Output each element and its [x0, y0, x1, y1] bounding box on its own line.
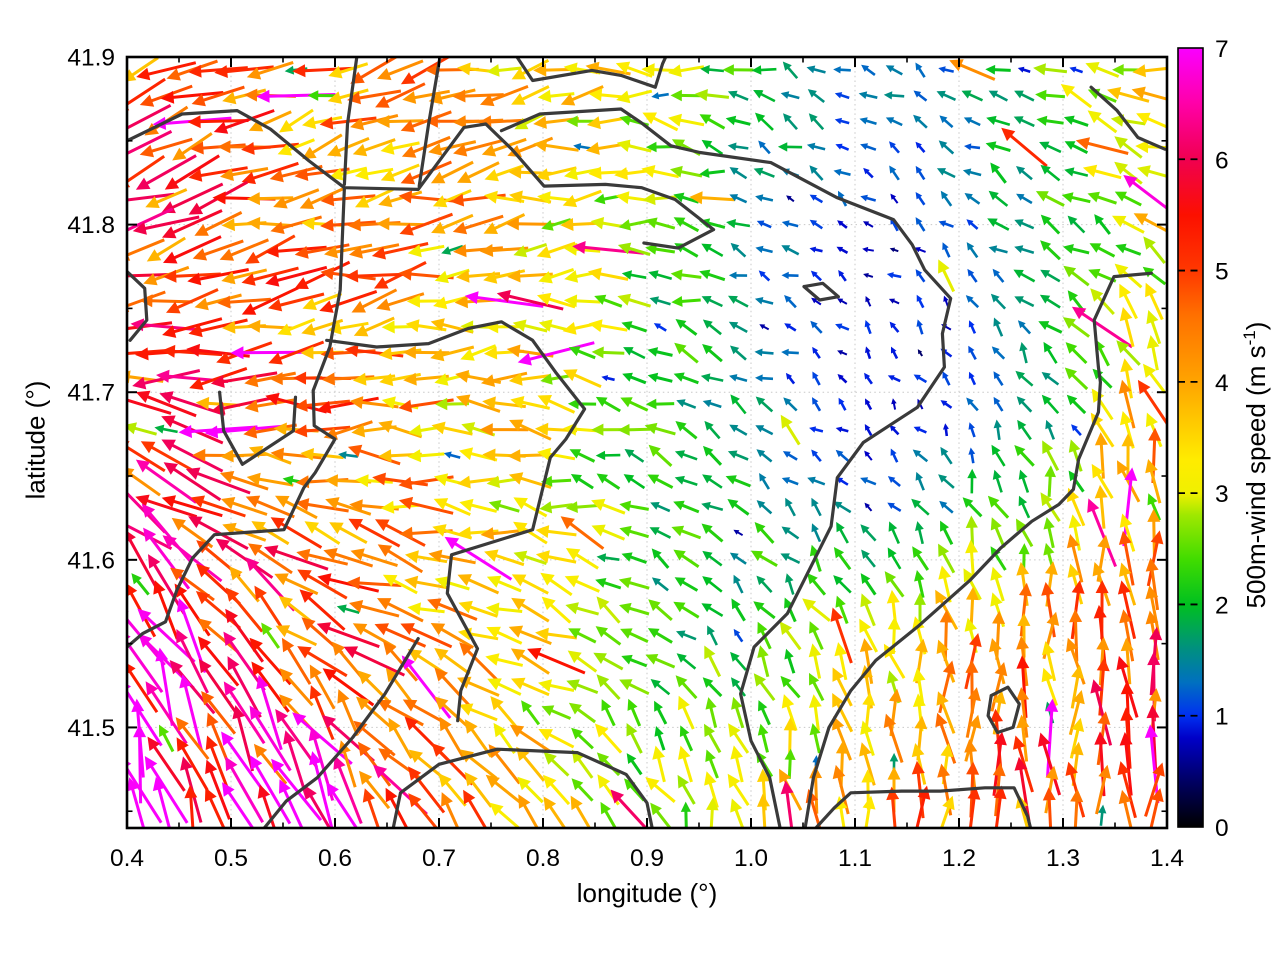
svg-text:1.4: 1.4 — [1150, 845, 1184, 872]
svg-text:2: 2 — [1215, 592, 1229, 619]
svg-text:4: 4 — [1215, 370, 1229, 397]
svg-text:41.5: 41.5 — [67, 715, 115, 742]
svg-text:0.6: 0.6 — [318, 845, 352, 872]
svg-text:0.5: 0.5 — [214, 845, 248, 872]
svg-text:1.1: 1.1 — [838, 845, 872, 872]
svg-text:0.4: 0.4 — [110, 845, 144, 872]
terrain-contours — [127, 57, 1167, 828]
y-tick-labels: 41.5 41.6 41.7 41.8 41.9 — [67, 45, 115, 742]
svg-text:41.7: 41.7 — [67, 380, 115, 407]
svg-text:41.6: 41.6 — [67, 547, 115, 574]
svg-text:7: 7 — [1215, 36, 1229, 63]
colorbar-label-close: ) — [1240, 321, 1271, 331]
colorbar-label-text: 500m-wind speed (m s — [1240, 345, 1271, 609]
svg-text:41.9: 41.9 — [67, 45, 115, 72]
svg-text:5: 5 — [1215, 259, 1229, 286]
wind-arrows-layer — [127, 57, 1167, 828]
svg-text:0.8: 0.8 — [526, 845, 560, 872]
svg-text:1.0: 1.0 — [734, 845, 768, 872]
svg-text:0: 0 — [1215, 815, 1229, 842]
x-axis-label: longitude (°) — [576, 878, 718, 908]
plot-border-and-ticks — [125, 55, 1169, 830]
x-tick-labels: 0.4 0.5 0.6 0.7 0.8 0.9 1.0 1.1 1.2 1.3 1.4 — [110, 845, 1184, 872]
colorbar-label-superscript: -1 — [1240, 330, 1260, 346]
svg-text:1.2: 1.2 — [942, 845, 976, 872]
colorbar-label: 500m-wind speed (m s-1) — [1240, 322, 1272, 609]
svg-text:0.9: 0.9 — [630, 845, 664, 872]
svg-text:1.3: 1.3 — [1046, 845, 1080, 872]
svg-text:6: 6 — [1215, 147, 1229, 174]
svg-text:41.8: 41.8 — [67, 212, 115, 239]
svg-text:3: 3 — [1215, 481, 1229, 508]
colorbar: 0 1 2 3 4 5 6 7 — [1177, 36, 1229, 842]
svg-text:1: 1 — [1215, 704, 1229, 731]
y-axis-label: latitude (°) — [20, 380, 51, 500]
svg-text:0.7: 0.7 — [422, 845, 456, 872]
